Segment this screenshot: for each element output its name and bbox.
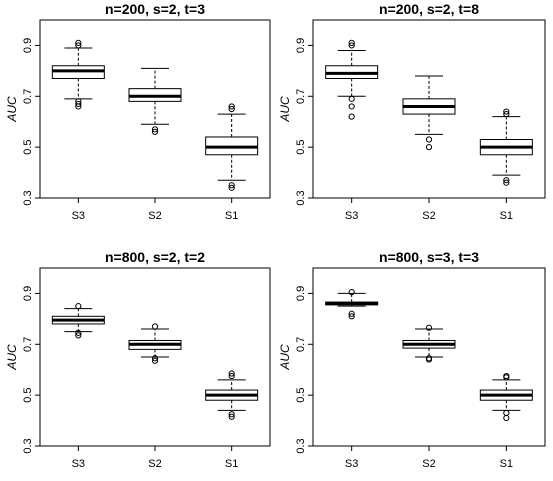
y-axis-label: AUC [5,96,19,123]
x-tick-label: S1 [225,458,238,470]
box-outlier [75,42,82,49]
x-tick-label: S3 [345,458,358,470]
y-tick-label: 0.7 [22,337,34,352]
box-outlier [348,95,355,102]
y-tick-label: 0.3 [22,190,34,205]
box-outlier [503,110,510,118]
box-outlier [151,126,159,133]
y-tick-label: 0.5 [22,139,34,154]
box-outlier [348,103,355,110]
box-outlier [425,324,433,331]
box-outlier [151,355,159,362]
y-tick-label: 0.9 [295,286,307,301]
box-outlier [228,411,235,418]
y-tick-label: 0.5 [22,387,34,402]
box-outlier [228,103,235,110]
x-tick-label: S1 [500,210,513,222]
box-outlier [348,39,355,46]
y-tick-label: 0.7 [295,89,307,104]
x-tick-label: S1 [500,458,513,470]
x-tick-label: S3 [72,210,85,222]
y-axis-label: AUC [278,344,292,371]
chart-panel: n=200, s=2, t=8 AUC 0.3 0.5 0.7 0.9 S3 S2 S1 [278,1,546,222]
box-outlier [348,42,355,49]
box-outlier [75,100,82,108]
box-outlier [348,310,355,317]
chart-title: n=800, s=2, t=2 [105,249,205,265]
chart-title: n=200, s=2, t=8 [379,1,479,17]
y-tick-label: 0.9 [295,38,307,53]
y-tick-label: 0.9 [22,286,34,301]
chart-panel: n=800, s=2, t=2 AUC 0.3 0.5 0.7 0.9 S3 S2 S1 [5,249,271,470]
box-outlier [503,414,510,422]
y-tick-label: 0.3 [22,438,34,453]
box-outlier [228,372,235,380]
box-outlier [425,355,433,362]
box-outlier [75,98,82,105]
box-outlier [503,177,510,184]
box-outlier [228,370,235,377]
y-tick-label: 0.5 [295,139,307,154]
box-outlier [503,409,510,417]
y-axis-label: AUC [5,344,19,371]
y-tick-label: 0.3 [295,438,307,453]
x-tick-label: S3 [72,458,85,470]
box-outlier [503,372,510,380]
y-tick-label: 0.9 [22,38,34,53]
x-tick-label: S2 [422,210,435,222]
chart-title: n=800, s=3, t=3 [379,249,479,265]
box-outlier [503,179,510,186]
x-tick-label: S2 [422,458,435,470]
box-outlier [425,144,433,151]
box-outlier [151,357,159,364]
chart-title: n=200, s=2, t=3 [105,1,205,17]
box-outlier [75,39,82,46]
box-outlier [425,136,433,143]
box-outlier [348,289,355,296]
y-tick-label: 0.5 [295,387,307,402]
box-outlier [75,329,82,336]
x-tick-label: S2 [148,458,161,470]
box-outlier [348,113,355,120]
box-outlier [228,182,235,189]
box-outlier [75,332,82,339]
x-tick-label: S2 [148,210,161,222]
y-axis-label: AUC [278,96,292,123]
x-tick-label: S1 [225,210,238,222]
box-outlier [348,313,355,320]
y-tick-label: 0.3 [295,190,307,205]
box-outlier [75,303,82,310]
box-outlier [228,413,235,420]
x-tick-label: S3 [345,210,358,222]
box-outlier [228,105,235,113]
box-outlier [151,128,159,135]
box-outlier [151,323,159,330]
y-tick-label: 0.7 [295,337,307,352]
chart-panel: n=200, s=2, t=3 AUC 0.3 0.5 0.7 0.9 S3 S2 S1 [5,1,271,222]
box-outlier [503,108,510,115]
box-outlier [228,184,235,191]
chart-panel: n=800, s=3, t=3 AUC 0.3 0.5 0.7 0.9 S3 S2 S1 [278,249,546,470]
y-tick-label: 0.7 [22,89,34,104]
